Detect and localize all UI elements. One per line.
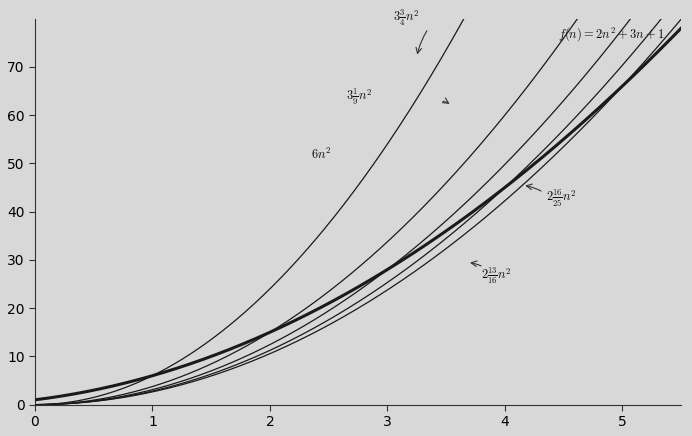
- Text: $3\frac{3}{4}n^2$: $3\frac{3}{4}n^2$: [393, 7, 419, 28]
- Text: $3\frac{1}{9}n^2$: $3\frac{1}{9}n^2$: [346, 87, 373, 107]
- Text: $2\frac{13}{16}n^2$: $2\frac{13}{16}n^2$: [482, 266, 512, 286]
- Text: $2\frac{16}{25}n^2$: $2\frac{16}{25}n^2$: [546, 188, 576, 209]
- Text: $f(n)=2n^2+3n+1$: $f(n)=2n^2+3n+1$: [558, 26, 664, 43]
- Text: $6n^2$: $6n^2$: [311, 146, 331, 162]
